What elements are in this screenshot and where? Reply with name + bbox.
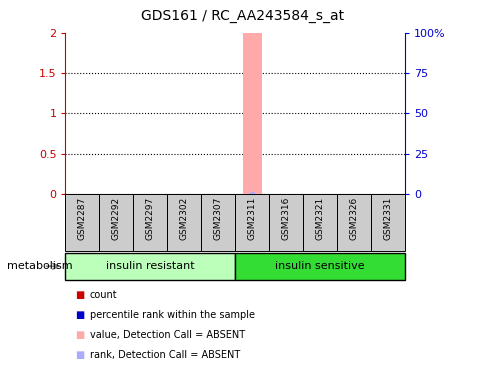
Text: insulin sensitive: insulin sensitive <box>275 261 364 271</box>
Bar <box>302 194 336 251</box>
Bar <box>133 194 167 251</box>
Text: GSM2287: GSM2287 <box>78 197 87 240</box>
Bar <box>336 194 370 251</box>
Bar <box>167 194 201 251</box>
Text: GSM2326: GSM2326 <box>349 197 358 240</box>
Text: count: count <box>90 290 117 300</box>
Text: insulin resistant: insulin resistant <box>106 261 194 271</box>
Bar <box>242 33 261 194</box>
Text: percentile rank within the sample: percentile rank within the sample <box>90 310 254 320</box>
Bar <box>65 253 235 280</box>
Text: ■: ■ <box>75 290 84 300</box>
Text: GSM2292: GSM2292 <box>112 197 121 240</box>
Text: ■: ■ <box>75 330 84 340</box>
Text: ■: ■ <box>75 350 84 360</box>
Text: GDS161 / RC_AA243584_s_at: GDS161 / RC_AA243584_s_at <box>141 9 343 23</box>
Text: ■: ■ <box>75 310 84 320</box>
Bar <box>235 194 269 251</box>
Text: GSM2297: GSM2297 <box>146 197 154 240</box>
Text: GSM2311: GSM2311 <box>247 197 256 240</box>
Text: GSM2302: GSM2302 <box>180 197 188 240</box>
Text: GSM2316: GSM2316 <box>281 197 290 240</box>
Text: metabolism: metabolism <box>7 261 73 271</box>
Bar <box>65 194 99 251</box>
Bar <box>370 194 404 251</box>
Text: value, Detection Call = ABSENT: value, Detection Call = ABSENT <box>90 330 244 340</box>
Text: GSM2307: GSM2307 <box>213 197 222 240</box>
Bar <box>201 194 235 251</box>
Bar <box>235 253 404 280</box>
Bar <box>269 194 302 251</box>
Text: rank, Detection Call = ABSENT: rank, Detection Call = ABSENT <box>90 350 240 360</box>
Text: GSM2321: GSM2321 <box>315 197 324 240</box>
Text: GSM2331: GSM2331 <box>383 197 392 240</box>
Bar <box>99 194 133 251</box>
